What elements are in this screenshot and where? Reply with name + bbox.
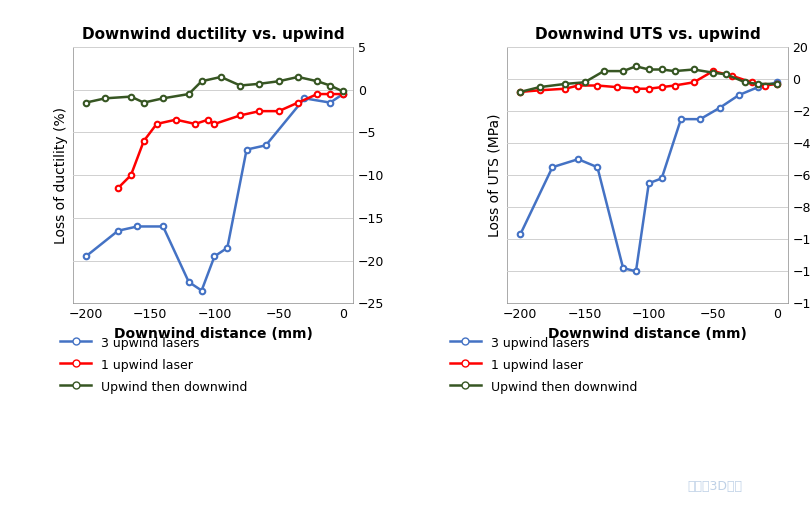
Y-axis label: Loss of UTS (MPa): Loss of UTS (MPa)	[487, 113, 501, 237]
X-axis label: Downwind distance (mm): Downwind distance (mm)	[114, 327, 312, 341]
Title: Downwind ductility vs. upwind: Downwind ductility vs. upwind	[82, 27, 344, 42]
Y-axis label: Loss of ductility (%): Loss of ductility (%)	[54, 107, 67, 244]
Title: Downwind UTS vs. upwind: Downwind UTS vs. upwind	[534, 27, 759, 42]
Text: 南极熊3D打印: 南极熊3D打印	[686, 480, 741, 493]
Legend: 3 upwind lasers, 1 upwind laser, Upwind then downwind: 3 upwind lasers, 1 upwind laser, Upwind …	[444, 331, 642, 399]
X-axis label: Downwind distance (mm): Downwind distance (mm)	[547, 327, 746, 341]
Legend: 3 upwind lasers, 1 upwind laser, Upwind then downwind: 3 upwind lasers, 1 upwind laser, Upwind …	[55, 331, 252, 399]
